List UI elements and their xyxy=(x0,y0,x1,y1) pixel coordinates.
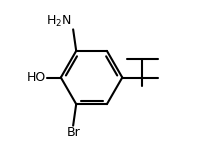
Text: Br: Br xyxy=(66,126,80,139)
Text: $\mathregular{H_2N}$: $\mathregular{H_2N}$ xyxy=(46,13,72,29)
Text: HO: HO xyxy=(27,71,46,84)
